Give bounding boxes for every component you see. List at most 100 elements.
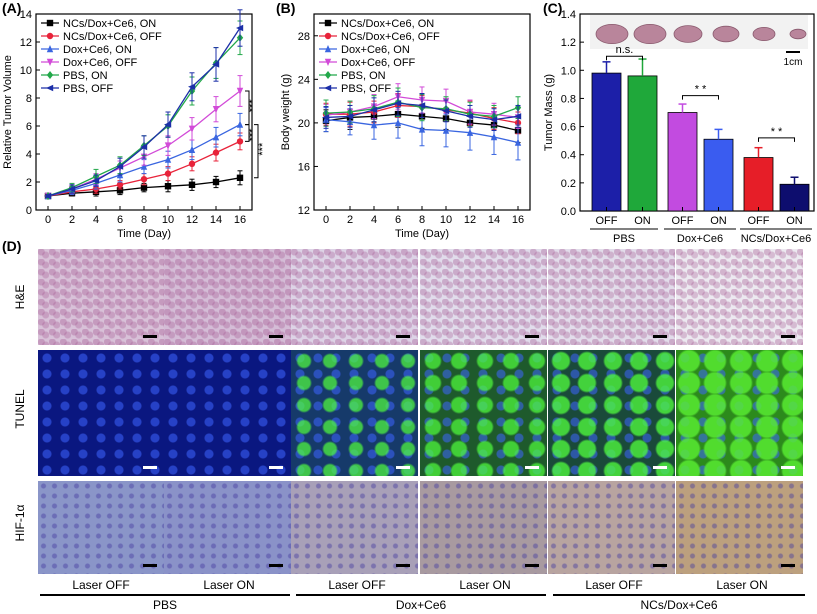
x-tick-label: 0 (323, 214, 329, 226)
data-point (236, 120, 244, 128)
data-point (418, 102, 426, 109)
data-point (490, 116, 498, 123)
legend-marker (324, 32, 332, 40)
group-label: PBS (613, 233, 635, 245)
y-tick-label: 10 (20, 65, 32, 77)
significance-label: n.s. (616, 44, 634, 56)
col-label-pbs-on: Laser ON (203, 578, 255, 592)
data-point (236, 138, 244, 145)
data-point (514, 113, 522, 120)
x-tick-label: 12 (464, 214, 476, 226)
y-tick-label: 28 (298, 31, 310, 43)
legend-entry: PBS, OFF (341, 83, 391, 95)
data-point (394, 118, 402, 127)
x-tick-label: 10 (440, 214, 452, 226)
scale-bar (653, 564, 667, 567)
x-axis-label: Time (Day) (395, 228, 449, 240)
histology-image-tunel-4 (420, 350, 547, 476)
significance-label: *** (247, 99, 259, 113)
scale-bar (525, 466, 539, 469)
legend-marker (46, 71, 54, 79)
y-tick-label: 14 (20, 9, 32, 21)
histology-image-tunel-6 (676, 350, 803, 476)
data-point (44, 192, 52, 200)
tumor-specimen (712, 25, 740, 43)
data-point (164, 170, 172, 177)
x-tick-label: ON (634, 215, 651, 227)
x-tick-label: 6 (117, 214, 123, 226)
y-axis-label: Relative Tumor Volume (2, 55, 14, 169)
legend-marker (46, 19, 54, 27)
tumor-specimen (595, 23, 629, 45)
scale-bar (525, 335, 539, 338)
scale-bar (781, 564, 795, 567)
x-tick-label: ON (786, 215, 803, 227)
histology-image-tunel-5 (548, 350, 675, 476)
legend-marker (46, 32, 54, 40)
scale-bar (781, 466, 795, 469)
histology-image-hif-5 (548, 481, 675, 574)
y-tick-label: 0.8 (561, 93, 576, 105)
histology-image-he-5 (548, 249, 675, 345)
legend-entry: PBS, ON (63, 70, 108, 82)
data-point (116, 187, 124, 194)
data-point (212, 61, 220, 68)
bar (703, 138, 734, 212)
legend-marker (46, 45, 54, 53)
y-tick-label: 1.0 (561, 65, 576, 77)
group-label-nc: NCs/Dox+Ce6 (640, 598, 718, 612)
group-line-dox (296, 594, 546, 596)
bar (667, 112, 698, 212)
y-tick-label: 0 (26, 205, 32, 217)
tumor-specimen (789, 28, 807, 40)
legend-entry: Dox+Ce6, ON (341, 44, 410, 56)
data-point (140, 143, 148, 151)
data-point (346, 113, 354, 120)
histology-image-he-6 (676, 249, 803, 345)
tumor-volume-chart: 0 2 4 6 8 10 12 14 16 0 2 4 6 8 10 12 14 Time (Day) Relati… (2, 9, 269, 240)
x-tick-label: ON (710, 215, 727, 227)
data-point (164, 155, 172, 163)
y-tick-label: 1.2 (561, 37, 576, 49)
panel-c-label: (C) (543, 0, 563, 16)
series-5 (44, 9, 244, 200)
data-point (442, 126, 450, 134)
legend-marker (324, 71, 332, 79)
data-point (188, 125, 196, 133)
col-label-pbs-off: Laser OFF (72, 578, 130, 592)
data-point (442, 107, 450, 115)
legend-entry: Dox+Ce6, OFF (341, 57, 416, 69)
histology-image-tunel-1 (38, 350, 165, 476)
y-tick-label: 0.2 (561, 178, 576, 190)
y-tick-label: 8 (26, 93, 32, 105)
data-point (188, 160, 196, 167)
tumor-photo (590, 15, 808, 49)
scale-bar (143, 466, 157, 469)
scale-bar (396, 466, 410, 469)
group-label-dox: Dox+Ce6 (395, 598, 447, 612)
x-tick-label: 8 (141, 214, 147, 226)
legend-entry: PBS, ON (341, 70, 386, 82)
y-axis-label: Tumor Mass (g) (543, 74, 555, 151)
data-point (370, 106, 378, 114)
scale-bar (396, 564, 410, 567)
y-tick-label: 16 (298, 161, 310, 173)
histology-image-hif-4 (420, 481, 547, 574)
x-tick-label: 0 (45, 214, 51, 226)
data-point (236, 24, 244, 32)
y-tick-label: 0.4 (561, 150, 576, 162)
x-tick-label: OFF (596, 215, 618, 227)
y-tick-label: 20 (298, 118, 310, 130)
data-point (188, 145, 196, 153)
significance-label: * * (771, 126, 783, 138)
histology-image-hif-1 (38, 481, 165, 574)
group-label-pbs: PBS (152, 598, 177, 612)
histology-image-he-4 (420, 249, 547, 345)
histology-image-hif-6 (676, 481, 803, 574)
row-label-he: H&E (13, 284, 27, 310)
tumor-specimen (633, 23, 667, 45)
row-label-hif: HIF-1α (13, 504, 27, 542)
